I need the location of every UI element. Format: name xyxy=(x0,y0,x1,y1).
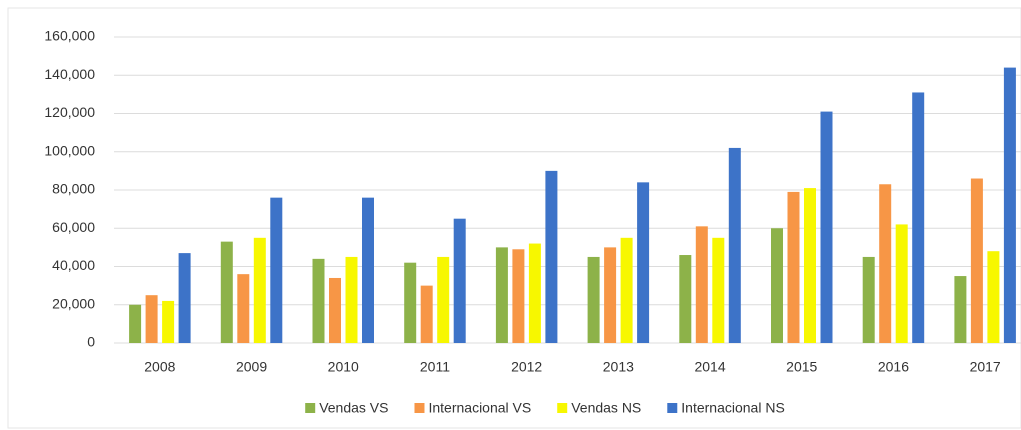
bar xyxy=(220,241,233,343)
y-tick-label: 20,000 xyxy=(52,295,95,311)
bar xyxy=(253,237,266,343)
bar xyxy=(404,262,417,343)
bar xyxy=(270,197,283,343)
y-tick-label: 120,000 xyxy=(44,104,95,120)
chart-frame xyxy=(7,7,1021,429)
bar xyxy=(695,226,708,343)
x-tick-label: 2014 xyxy=(694,359,725,375)
legend-label: Vendas NS xyxy=(571,400,641,416)
bar xyxy=(512,249,525,343)
bar xyxy=(329,277,341,343)
x-tick-label: 2011 xyxy=(420,359,450,375)
bar xyxy=(528,243,541,343)
x-tick-label: 2008 xyxy=(144,359,175,375)
y-tick-label: 60,000 xyxy=(52,219,95,235)
bar xyxy=(679,255,692,343)
bar xyxy=(895,224,908,343)
bar xyxy=(637,182,650,343)
bar xyxy=(495,247,508,343)
bar xyxy=(604,247,617,343)
bar xyxy=(420,285,433,343)
x-tick-label: 2013 xyxy=(603,359,634,375)
bar xyxy=(804,188,816,343)
bar xyxy=(970,178,983,343)
bar xyxy=(987,251,1000,343)
x-tick-label: 2010 xyxy=(328,359,359,375)
bar xyxy=(771,228,783,343)
bar xyxy=(237,274,250,343)
bar xyxy=(954,276,967,343)
legend-label: Internacional VS xyxy=(428,400,531,416)
bar xyxy=(312,258,325,343)
bar xyxy=(712,237,725,343)
bar xyxy=(1003,67,1016,343)
legend-swatch xyxy=(305,403,316,413)
bar xyxy=(437,256,450,343)
y-tick-label: 100,000 xyxy=(44,142,95,158)
x-tick-label: 2012 xyxy=(511,359,542,375)
bar xyxy=(862,256,875,343)
bar xyxy=(453,218,466,343)
bar xyxy=(820,111,833,344)
bar xyxy=(728,147,741,343)
x-tick-label: 2016 xyxy=(878,359,909,375)
bar xyxy=(345,256,358,343)
y-tick-label: 160,000 xyxy=(44,28,95,44)
bar xyxy=(178,253,191,343)
y-tick-label: 40,000 xyxy=(52,257,95,273)
legend-swatch xyxy=(667,403,678,413)
bar xyxy=(787,191,800,343)
x-tick-label: 2015 xyxy=(786,359,817,375)
y-tick-label: 140,000 xyxy=(44,66,95,82)
bar xyxy=(145,295,158,343)
bar xyxy=(620,237,633,343)
bar xyxy=(545,170,558,343)
legend-swatch xyxy=(414,403,425,413)
bar xyxy=(129,304,142,343)
y-tick-label: 0 xyxy=(87,334,95,350)
y-tick-label: 80,000 xyxy=(52,181,95,197)
x-tick-label: 2009 xyxy=(236,359,267,375)
bar xyxy=(362,197,374,343)
bar xyxy=(587,256,600,343)
bar xyxy=(879,184,892,343)
legend-label: Internacional NS xyxy=(681,400,785,416)
legend-label: Vendas VS xyxy=(319,400,388,416)
x-tick-label: 2017 xyxy=(970,359,1001,375)
bar xyxy=(912,92,925,344)
legend-swatch xyxy=(557,403,568,413)
bar xyxy=(162,300,175,343)
